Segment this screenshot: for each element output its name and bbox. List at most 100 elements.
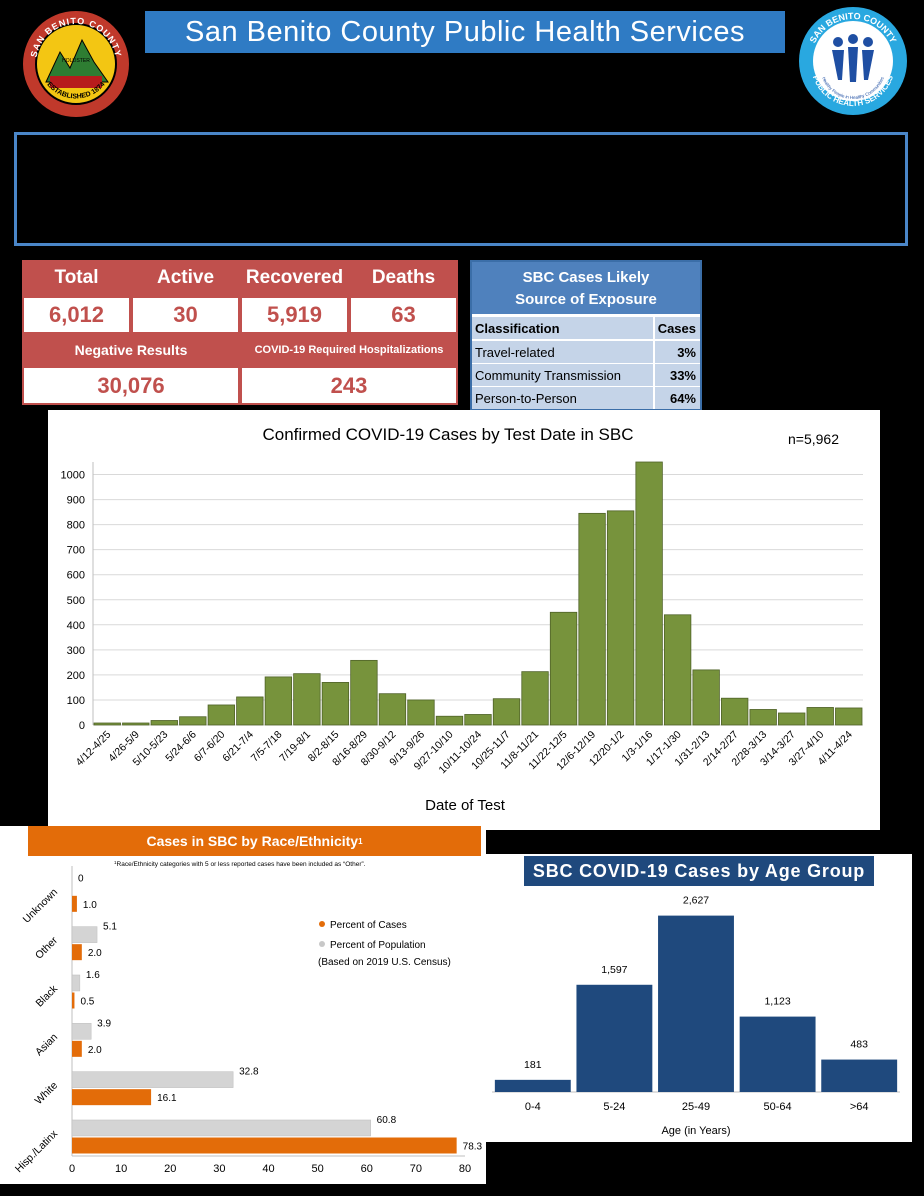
bar [635,461,663,726]
x-tick-label: 30 [213,1163,225,1175]
cases-value-label: 1.0 [83,900,97,911]
cases-value-label: 0.5 [80,997,94,1008]
bar [749,709,777,726]
total-label: Total [22,260,131,296]
x-tick-label: >64 [850,1101,869,1113]
bar [658,915,734,1092]
cases-value-label: 78.3 [463,1142,483,1153]
legend-population: Percent of Population [330,940,426,951]
cases-bar [72,895,77,912]
x-tick-label: 20 [164,1163,176,1175]
y-tick-label: 400 [67,620,85,632]
exposure-title-line1: SBC Cases Likely [522,269,650,286]
category-label: Asian [33,1031,60,1058]
bar [692,669,720,726]
bar-value-label: 181 [524,1059,542,1071]
bar [778,712,806,726]
exposure-row-value: 64% [669,391,696,406]
race-footnote: 1Race/Ethnicity categories with 5 or les… [114,860,366,869]
exposure-row-value: 3% [677,345,696,360]
y-tick-label: 1000 [61,470,85,482]
x-tick-label: 40 [262,1163,274,1175]
exposure-row: Person-to-Person 64% [472,386,700,409]
bar-value-label: 483 [850,1039,868,1051]
bar [150,720,178,726]
cases-value-label: 16.1 [157,1093,177,1104]
x-tick-label: 80 [459,1163,471,1175]
race-ethnicity-chart: 1Race/Ethnicity categories with 5 or les… [13,860,483,1176]
page-title: San Benito County Public Health Services [145,11,785,53]
x-tick-label: 50 [312,1163,324,1175]
cases-bar [72,1040,82,1057]
y-tick-label: 200 [67,670,85,682]
bar [835,707,863,726]
cases-header: Cases [657,321,696,336]
bar [378,693,407,726]
y-tick-label: 700 [67,545,85,557]
bar [264,676,293,726]
exposure-title-line2: Source of Exposure [515,291,657,308]
legend-note: (Based on 2019 U.S. Census) [318,957,451,968]
y-tick-label: 600 [67,570,85,582]
y-tick-label: 0 [79,720,85,732]
y-tick-label: 300 [67,645,85,657]
total-value: 6,012 [22,296,131,334]
bar [721,697,749,726]
county-seal-logo: HOLLISTER SAN BENITO COUNTY ESTABLISHED … [23,11,129,117]
category-label: Other [33,934,60,961]
active-label: Active [131,260,240,296]
population-bar [71,1119,371,1137]
population-value-label: 60.8 [377,1115,397,1126]
bar [122,722,150,726]
hospitalizations-label: COVID-19 Required Hospitalizations [240,334,458,366]
bar [435,715,464,726]
age-x-axis-title: Age (in Years) [661,1125,730,1137]
classification-header: Classification [475,321,560,336]
age-chart-title-bg [524,856,874,886]
bar-value-label: 2,627 [683,895,709,907]
bar [521,671,549,726]
legend-marker-population [319,941,325,947]
chart-title: Confirmed COVID-19 Cases by Test Date in… [263,425,634,444]
cases-bar [72,944,82,961]
case-summary-table: Total Active Recovered Deaths 6,012 30 5… [22,260,458,405]
deaths-label: Deaths [349,260,458,296]
cases-bar [72,1089,152,1106]
x-tick-label: 60 [361,1163,373,1175]
bar [93,722,121,726]
chart-n-annotation: n=5,962 [788,431,839,447]
x-tick-label: 5-24 [603,1101,625,1113]
exposure-row-value: 33% [669,368,696,383]
legend-cases: Percent of Cases [330,920,407,931]
active-value: 30 [131,296,240,334]
exposure-row: Travel-related 3% [472,340,700,363]
bar [549,611,578,726]
bar [806,707,834,726]
cases-bar [72,1137,457,1154]
bar [464,714,492,726]
bar [293,673,321,726]
x-tick-label: 4/12-4/25 [74,729,114,769]
exposure-row: Community Transmission 33% [472,363,700,386]
population-value-label: 32.8 [239,1067,259,1078]
y-tick-label: 800 [67,520,85,532]
category-label: White [33,1079,61,1107]
bar [207,704,235,726]
x-axis-title: Date of Test [425,797,506,814]
bar [492,698,521,726]
cases-by-test-date-chart: Confirmed COVID-19 Cases by Test Date in… [48,410,880,830]
exposure-table-title: SBC Cases Likely Source of Exposure [472,262,700,314]
race-chart-title: Cases in SBC by Race/Ethnicity 1 [28,826,481,856]
hospitalizations-value: 243 [240,366,458,405]
population-bar [71,1023,92,1040]
population-value-label: 3.9 [97,1018,111,1029]
seal-center-text: HOLLISTER [62,58,90,64]
exposure-row-label: Person-to-Person [475,391,577,406]
cases-bar [72,992,75,1009]
population-bar [71,974,81,992]
y-tick-label: 500 [67,595,85,607]
announcement-banner [14,132,908,246]
x-tick-label: 70 [410,1163,422,1175]
x-tick-label: 50-64 [764,1101,792,1113]
bar [407,699,435,726]
